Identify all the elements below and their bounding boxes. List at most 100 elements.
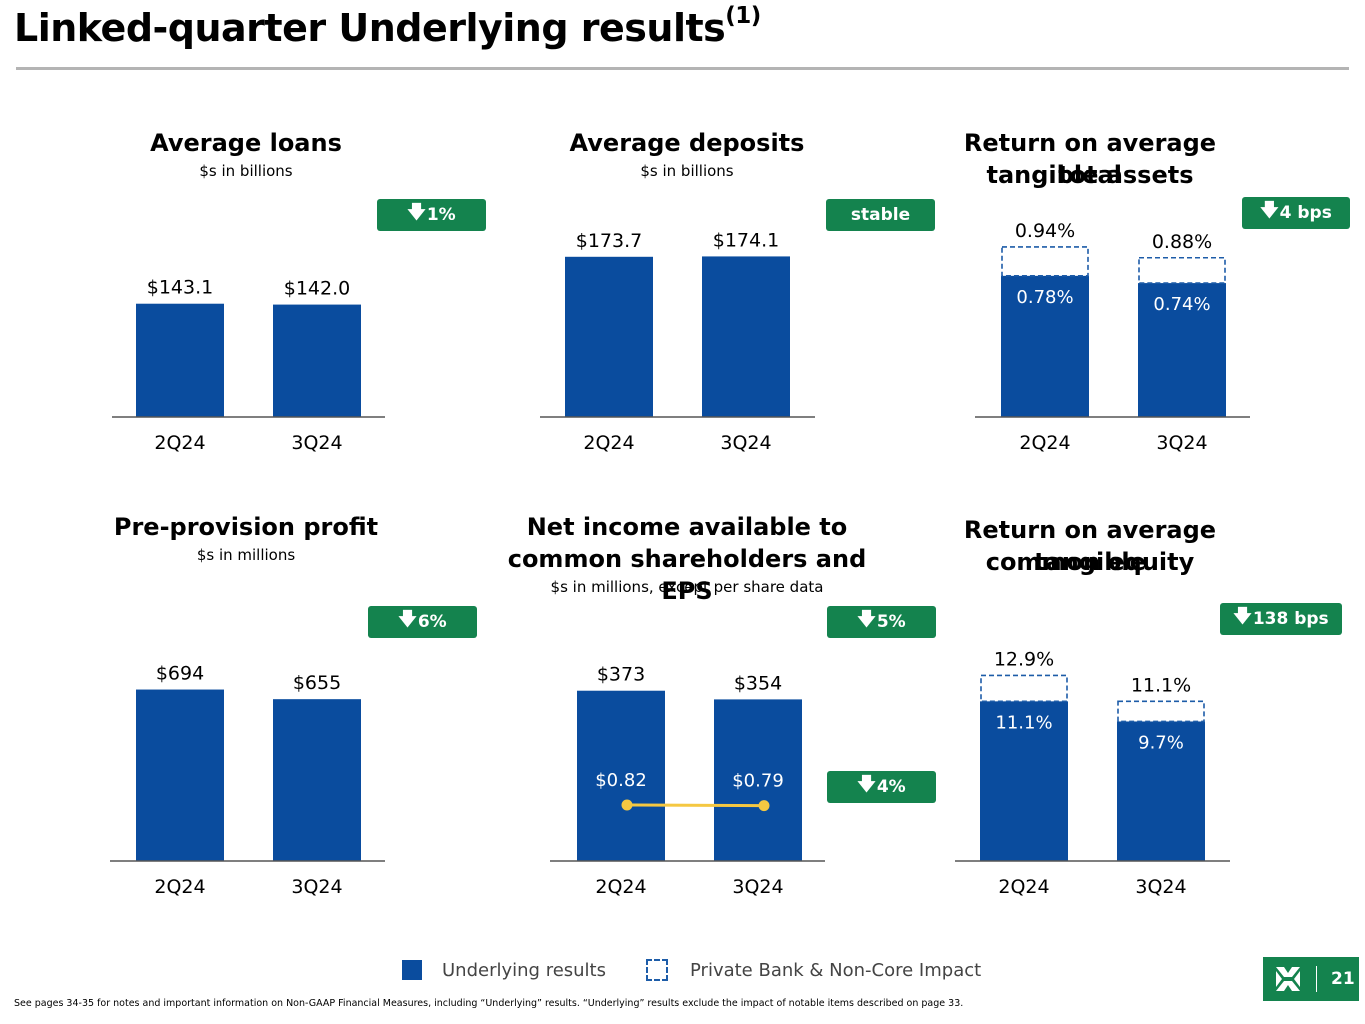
ppp-change-badge: 🡇 6% bbox=[368, 606, 477, 638]
deposits-value-label-3q24: $174.1 bbox=[713, 229, 779, 251]
rotce-change-badge: 🡇 138 bps bbox=[1220, 603, 1342, 635]
rotce-impact-segment-3q24 bbox=[1117, 700, 1205, 723]
ppp-subtitle: $s in millions bbox=[196, 546, 296, 564]
ni-bar-3q24 bbox=[714, 699, 802, 861]
rotta-underlying-label-3q24: 0.74% bbox=[1153, 294, 1210, 315]
ppp-value-label-2q24: $694 bbox=[156, 663, 204, 685]
rotta-impact-segment-3q24 bbox=[1138, 256, 1226, 284]
down-arrow-icon: 🡇 bbox=[857, 609, 876, 630]
rotta-title-line1: Return on average total bbox=[963, 129, 1217, 189]
down-arrow-icon: 🡇 bbox=[1233, 606, 1252, 627]
rotta-chart: 0.94% 0.78% 2Q24 0.88% 0.74% 3Q24 bbox=[975, 220, 1250, 454]
page-number-separator bbox=[1316, 966, 1317, 992]
ni-chart: $373 2Q24 $354 3Q24 $0.82 $0.79 bbox=[550, 664, 825, 898]
rotce-chart: 12.9% 11.1% 2Q24 11.1% 9.7% 3Q24 bbox=[955, 648, 1230, 898]
legend-swatch-underlying bbox=[402, 960, 422, 980]
ni-bar-2q24 bbox=[577, 690, 665, 861]
page-number: 21 bbox=[1331, 969, 1355, 989]
rotce-category-label-2q24: 2Q24 bbox=[998, 876, 1049, 898]
ni-title-line1: Net income available to bbox=[526, 513, 848, 541]
legend-swatch-private-bank bbox=[646, 959, 668, 981]
eps-change-value: 4% bbox=[876, 777, 906, 797]
deposits-change-value: stable bbox=[850, 205, 911, 225]
eps-point-2q24 bbox=[621, 799, 633, 811]
rotce-total-label-3q24: 11.1% bbox=[1131, 674, 1191, 696]
loans-bar-2q24 bbox=[136, 303, 224, 417]
ni-subtitle: $s in millions, except per share data bbox=[550, 578, 824, 596]
eps-line bbox=[626, 803, 765, 808]
ppp-category-label-3q24: 3Q24 bbox=[291, 876, 342, 898]
eps-point-3q24 bbox=[758, 800, 770, 812]
rotce-category-label-3q24: 3Q24 bbox=[1135, 876, 1186, 898]
loans-subtitle: $s in billions bbox=[199, 162, 293, 180]
down-arrow-icon: 🡇 bbox=[398, 609, 417, 630]
legend-label-underlying: Underlying results bbox=[442, 959, 606, 981]
title-divider bbox=[16, 67, 1349, 70]
eps-change-badge: 🡇 4% bbox=[827, 771, 936, 803]
deposits-title: Average deposits bbox=[569, 129, 805, 157]
ppp-title: Pre-provision profit bbox=[113, 513, 379, 541]
rotce-title-line2: common equity bbox=[985, 548, 1195, 576]
rotta-change-badge: 🡇 4 bps bbox=[1242, 197, 1350, 229]
down-arrow-icon: 🡇 bbox=[857, 774, 876, 795]
loans-change-badge: 🡇 1% bbox=[377, 199, 486, 231]
page-number-badge: 21 bbox=[1263, 957, 1359, 1001]
deposits-change-badge: stable bbox=[826, 199, 935, 231]
ppp-value-label-3q24: $655 bbox=[293, 672, 341, 694]
ni-category-label-2q24: 2Q24 bbox=[595, 876, 646, 898]
down-arrow-icon: 🡇 bbox=[1260, 200, 1279, 221]
loans-title: Average loans bbox=[150, 129, 342, 157]
deposits-bar-2q24 bbox=[565, 256, 653, 417]
loans-bar-3q24 bbox=[273, 304, 361, 417]
ppp-category-label-2q24: 2Q24 bbox=[154, 876, 205, 898]
deposits-bar-3q24 bbox=[702, 256, 790, 417]
ppp-chart: $694 2Q24 $655 3Q24 bbox=[110, 663, 385, 898]
title-footnote-marker: (1) bbox=[725, 3, 761, 30]
rotce-change-value: 138 bps bbox=[1252, 609, 1329, 629]
page-title: Linked-quarter Underlying results(1) bbox=[14, 3, 761, 50]
rotce-bar-3q24 bbox=[1117, 721, 1205, 861]
rotta-title-line2: tangible assets bbox=[986, 161, 1194, 189]
rotce-title-line1: Return on average tangible bbox=[963, 516, 1217, 576]
rotta-underlying-label-2q24: 0.78% bbox=[1016, 287, 1073, 308]
eps-label-2q24: $0.82 bbox=[595, 770, 647, 791]
deposits-subtitle: $s in billions bbox=[640, 162, 734, 180]
rotta-category-label-2q24: 2Q24 bbox=[1019, 432, 1070, 454]
legend: Underlying results Private Bank & Non-Co… bbox=[402, 956, 981, 984]
rotta-bar-3q24 bbox=[1138, 283, 1226, 417]
ni-value-label-3q24: $354 bbox=[734, 672, 782, 694]
rotce-underlying-label-3q24: 9.7% bbox=[1138, 732, 1184, 753]
deposits-category-label-3q24: 3Q24 bbox=[720, 432, 771, 454]
rotta-change-value: 4 bps bbox=[1279, 203, 1332, 223]
loans-category-label-3q24: 3Q24 bbox=[291, 432, 342, 454]
loans-value-label-3q24: $142.0 bbox=[284, 278, 350, 300]
rotta-impact-segment-2q24 bbox=[1001, 246, 1089, 277]
rotta-total-label-3q24: 0.88% bbox=[1152, 231, 1212, 253]
footnote: See pages 34-35 for notes and important … bbox=[14, 998, 964, 1009]
rotce-impact-segment-2q24 bbox=[980, 674, 1068, 703]
down-arrow-icon: 🡇 bbox=[407, 202, 426, 223]
loans-change-value: 1% bbox=[426, 205, 456, 225]
ni-category-label-3q24: 3Q24 bbox=[732, 876, 783, 898]
deposits-category-label-2q24: 2Q24 bbox=[583, 432, 634, 454]
loans-chart: $143.1 2Q24 $142.0 3Q24 bbox=[112, 277, 385, 454]
loans-category-label-2q24: 2Q24 bbox=[154, 432, 205, 454]
rotta-category-label-3q24: 3Q24 bbox=[1156, 432, 1207, 454]
loans-value-label-2q24: $143.1 bbox=[147, 277, 213, 299]
ppp-change-value: 6% bbox=[417, 612, 447, 632]
ppp-bar-2q24 bbox=[136, 689, 224, 861]
ni-title-line2: common shareholders and EPS bbox=[507, 545, 867, 605]
ppp-bar-3q24 bbox=[273, 699, 361, 861]
deposits-value-label-2q24: $173.7 bbox=[576, 230, 642, 252]
rotta-bar-2q24 bbox=[1001, 275, 1089, 417]
rotta-total-label-2q24: 0.94% bbox=[1015, 220, 1075, 242]
ni-value-label-2q24: $373 bbox=[597, 664, 645, 686]
rotce-total-label-2q24: 12.9% bbox=[994, 648, 1054, 670]
rotce-bar-2q24 bbox=[980, 701, 1068, 861]
ni-change-value: 5% bbox=[876, 612, 906, 632]
deposits-chart: $173.7 2Q24 $174.1 3Q24 bbox=[540, 229, 815, 454]
rotce-underlying-label-2q24: 11.1% bbox=[995, 712, 1052, 733]
eps-label-3q24: $0.79 bbox=[732, 771, 784, 792]
ni-change-badge: 🡇 5% bbox=[827, 606, 936, 638]
legend-label-private-bank: Private Bank & Non-Core Impact bbox=[690, 959, 982, 981]
